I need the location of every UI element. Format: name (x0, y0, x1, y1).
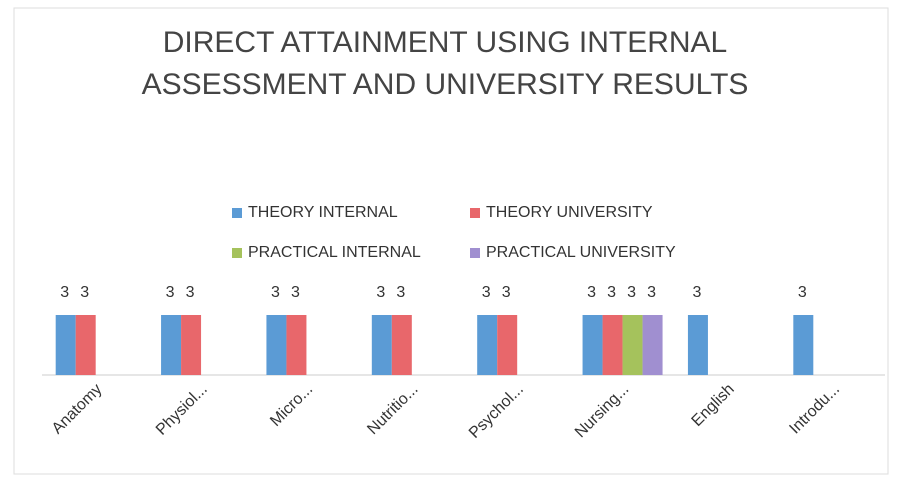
data-label: 3 (291, 284, 300, 301)
x-tick-label: Anatomy (49, 381, 106, 438)
x-tick-label: Micro... (267, 381, 316, 430)
x-tick-label: Nursing... (572, 381, 632, 441)
bar (602, 315, 623, 375)
legend-label: PRACTICAL INTERNAL (248, 244, 421, 261)
bar (161, 315, 182, 375)
bar (622, 315, 643, 375)
bar (497, 315, 518, 375)
x-tick-label: Physiol... (153, 381, 211, 439)
data-label: 3 (692, 284, 701, 301)
bar (793, 315, 814, 375)
x-tick-label: Nutritio... (364, 381, 421, 438)
data-label: 3 (627, 284, 636, 301)
x-tick-label: Introdu... (786, 381, 843, 438)
legend-swatch (232, 208, 242, 218)
data-label: 3 (647, 284, 656, 301)
bar (391, 315, 412, 375)
bar (181, 315, 202, 375)
bar (75, 315, 96, 375)
chart-title: DIRECT ATTAINMENT USING INTERNAL ASSESSM… (141, 26, 749, 101)
legend-label: PRACTICAL UNIVERSITY (486, 244, 676, 261)
data-label: 3 (587, 284, 596, 301)
data-label: 3 (271, 284, 280, 301)
data-label: 3 (482, 284, 491, 301)
bar (286, 315, 307, 375)
data-label: 3 (798, 284, 807, 301)
bar (642, 315, 663, 375)
bar (371, 315, 392, 375)
chart-border (13, 7, 889, 475)
data-label: 3 (376, 284, 385, 301)
data-label: 3 (166, 284, 175, 301)
bar (266, 315, 287, 375)
data-label: 3 (396, 284, 405, 301)
data-label: 3 (502, 284, 511, 301)
bar (687, 315, 708, 375)
bar (582, 315, 603, 375)
data-label: 3 (60, 284, 69, 301)
bar (55, 315, 76, 375)
x-tick-label: Psychol... (466, 381, 527, 442)
legend-label: THEORY INTERNAL (248, 204, 398, 221)
legend-swatch (470, 248, 480, 258)
legend-label: THEORY UNIVERSITY (486, 204, 653, 221)
data-label: 3 (80, 284, 89, 301)
x-tick-label: English (689, 381, 738, 430)
legend-swatch (232, 248, 242, 258)
legend-swatch (470, 208, 480, 218)
bar (477, 315, 498, 375)
data-label: 3 (186, 284, 195, 301)
data-label: 3 (607, 284, 616, 301)
